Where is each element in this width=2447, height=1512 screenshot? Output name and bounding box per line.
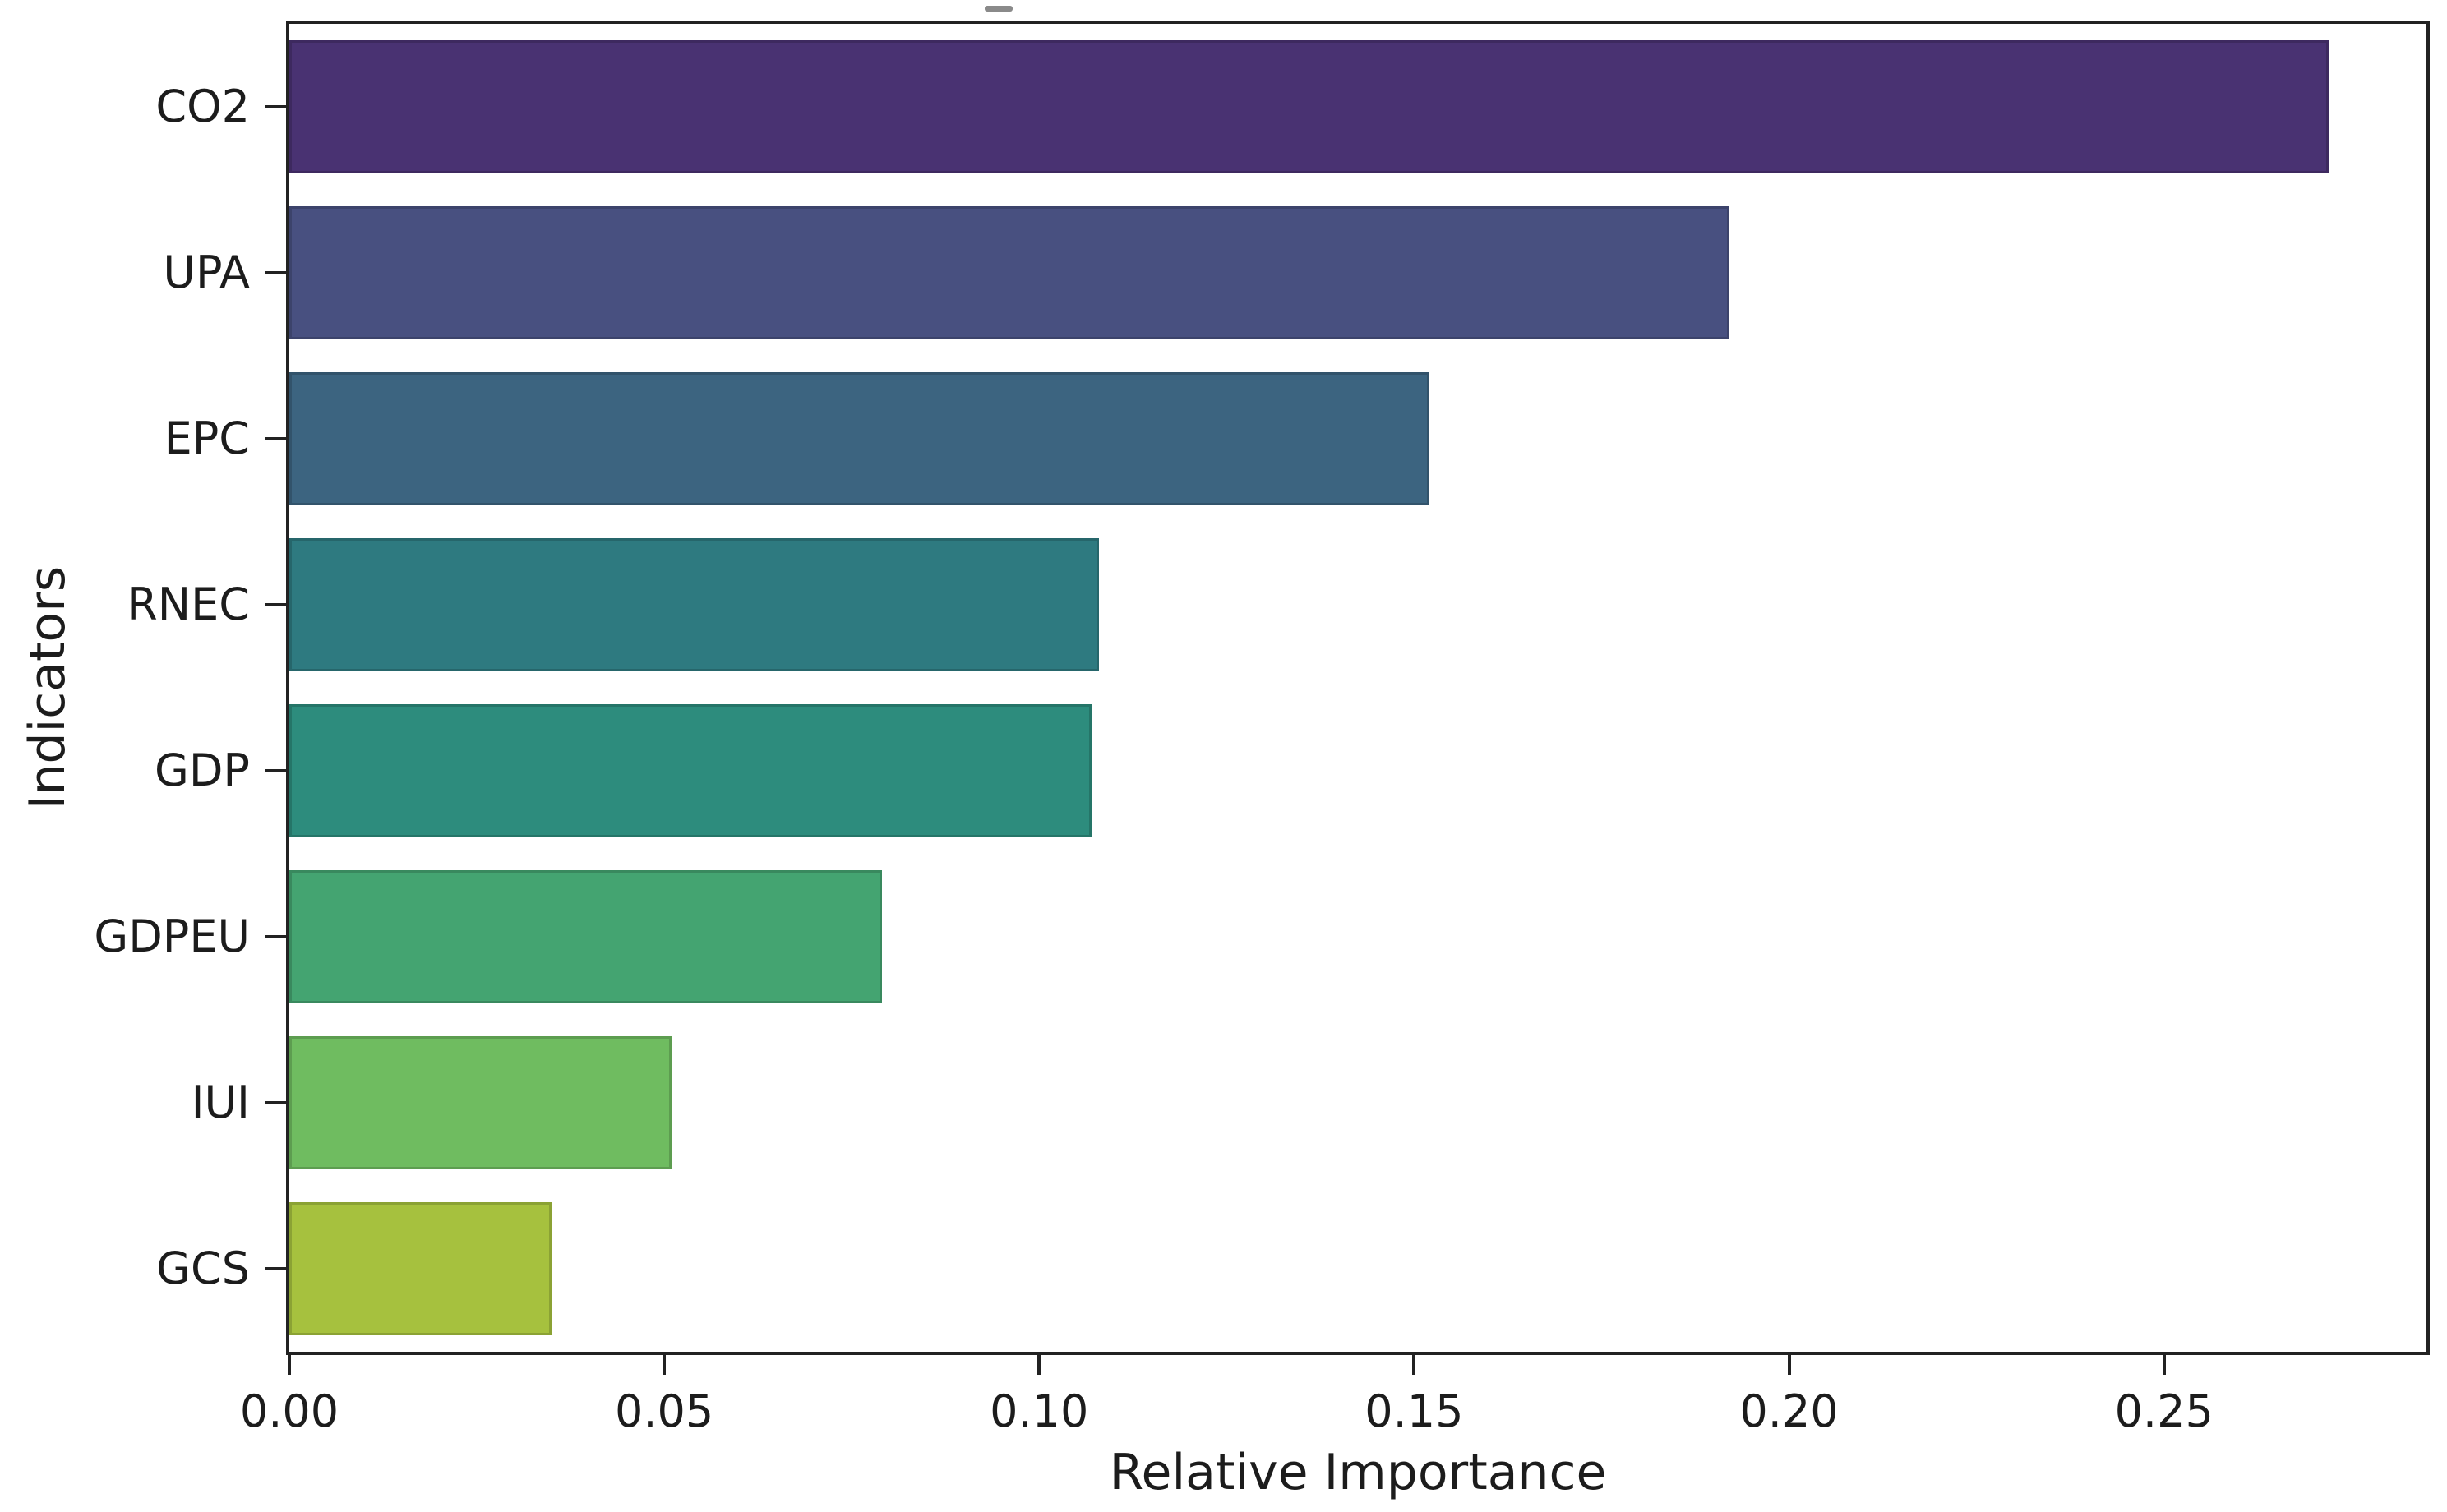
x-tick-label-0.20: 0.20 (1739, 1385, 1839, 1437)
bar-row-gcs (289, 1186, 2426, 1352)
y-tick-label-epc: EPC (164, 413, 250, 464)
y-tick-mark-upa (265, 271, 286, 274)
bar-row-gdp (289, 688, 2426, 854)
x-tick-label-0.15: 0.15 (1364, 1385, 1464, 1437)
bar-row-iui (289, 1020, 2426, 1186)
mini-title-mark (985, 6, 1013, 12)
y-tick-mark-rnec (265, 603, 286, 606)
y-tick-label-rnec: RNEC (127, 579, 250, 630)
y-tick-label-gdp: GDP (155, 744, 250, 796)
y-tick-label-upa: UPA (163, 247, 250, 298)
bar-epc (289, 372, 1429, 505)
x-tick-label-0.10: 0.10 (990, 1385, 1089, 1437)
plot-area (286, 21, 2430, 1355)
y-tick-mark-gdp (265, 769, 286, 772)
x-tick-label-0.05: 0.05 (615, 1385, 714, 1437)
bar-gcs (289, 1202, 552, 1335)
bar-row-gdpeu (289, 854, 2426, 1020)
x-tick-label-0.25: 0.25 (2114, 1385, 2214, 1437)
bar-row-rnec (289, 522, 2426, 688)
y-tick-mark-iui (265, 1101, 286, 1104)
bar-row-upa (289, 190, 2426, 356)
x-axis-label: Relative Importance (1109, 1444, 1607, 1501)
y-axis-label: Indicators (19, 565, 76, 810)
bar-upa (289, 206, 1729, 339)
x-tick-mark-0.05 (663, 1355, 667, 1375)
x-tick-mark-0.25 (2162, 1355, 2166, 1375)
y-tick-label-iui: IUI (191, 1076, 250, 1128)
x-tick-mark-0.15 (1412, 1355, 1416, 1375)
x-tick-mark-0.00 (288, 1355, 291, 1375)
bar-co2 (289, 40, 2329, 173)
y-tick-mark-co2 (265, 105, 286, 108)
y-tick-mark-epc (265, 437, 286, 440)
x-tick-label-0.00: 0.00 (239, 1385, 339, 1437)
bar-gdp (289, 704, 1092, 837)
y-tick-label-gdpeu: GDPEU (94, 910, 250, 962)
bar-row-co2 (289, 24, 2426, 190)
y-tick-mark-gcs (265, 1267, 286, 1270)
x-tick-mark-0.20 (1787, 1355, 1791, 1375)
y-tick-label-gcs: GCS (156, 1242, 250, 1294)
x-tick-mark-0.10 (1037, 1355, 1041, 1375)
bar-rnec (289, 538, 1100, 671)
y-tick-mark-gdpeu (265, 935, 286, 938)
y-tick-label-co2: CO2 (155, 81, 250, 132)
bar-iui (289, 1036, 672, 1169)
bar-gdpeu (289, 870, 882, 1003)
bar-row-epc (289, 356, 2426, 522)
bars-container (289, 24, 2426, 1352)
